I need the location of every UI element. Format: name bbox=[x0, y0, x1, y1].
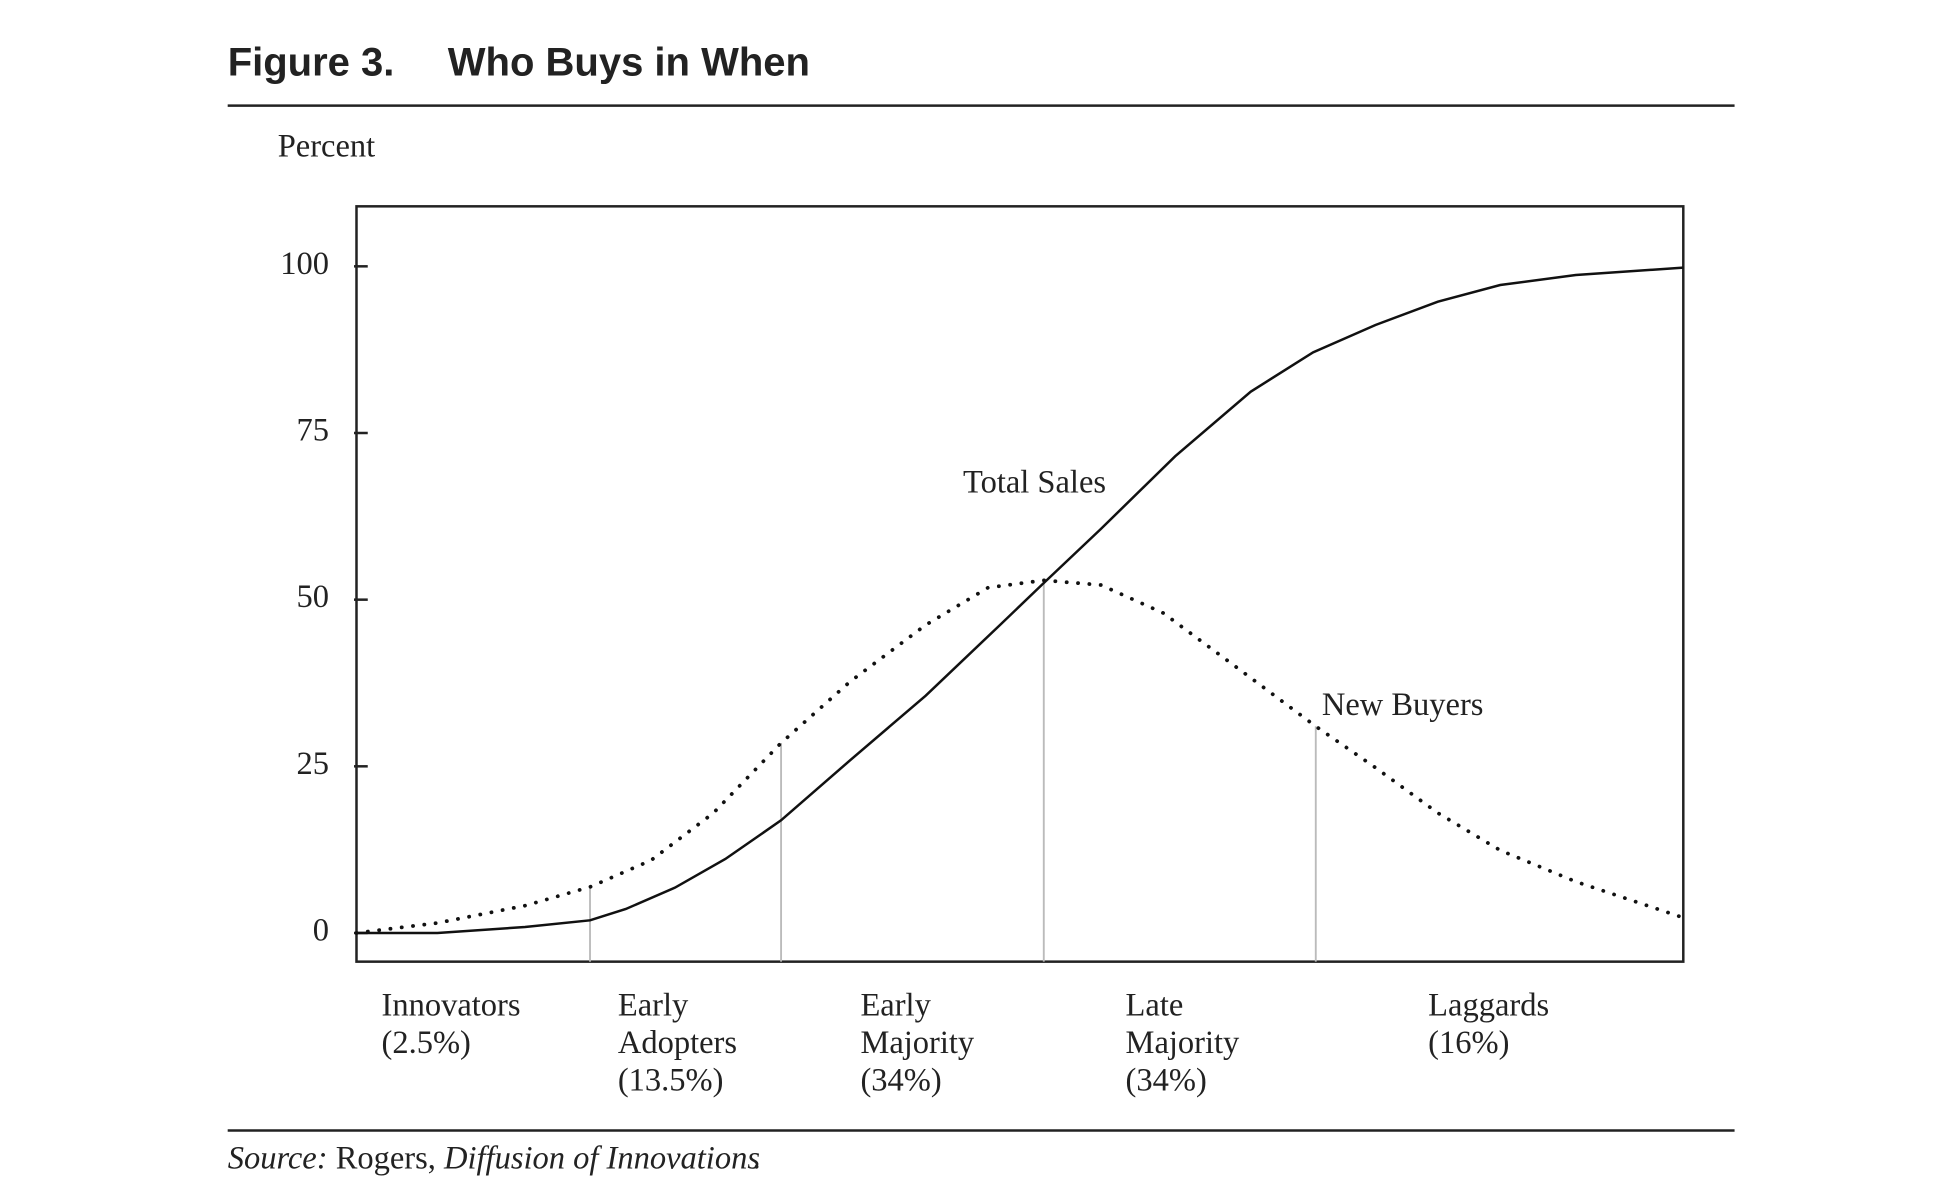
segment-label: Early bbox=[618, 987, 689, 1023]
y-tick-label: 0 bbox=[313, 912, 329, 948]
segment-label: (34%) bbox=[1126, 1062, 1207, 1098]
y-tick-label: 75 bbox=[296, 412, 329, 448]
segment-label: Adopters bbox=[618, 1025, 737, 1061]
segment-label: Majority bbox=[1126, 1025, 1240, 1061]
source-note: Source: Rogers, Diffusion of Innovations… bbox=[228, 1141, 761, 1177]
segment-label: Innovators bbox=[382, 987, 521, 1023]
segment-label: Early bbox=[860, 987, 931, 1023]
segment-label: (16%) bbox=[1428, 1025, 1509, 1061]
source-author: Rogers, bbox=[336, 1141, 436, 1177]
segment-label: Laggards bbox=[1428, 987, 1549, 1023]
y-tick-label: 50 bbox=[296, 579, 329, 615]
y-tick-label: 100 bbox=[280, 246, 329, 282]
segment-label: Majority bbox=[860, 1025, 974, 1061]
segment-label: (13.5%) bbox=[618, 1062, 724, 1098]
series-line bbox=[354, 578, 1686, 935]
chart-title: Who Buys in When bbox=[448, 41, 810, 85]
segment-label: (34%) bbox=[860, 1062, 941, 1098]
source-work: Diffusion of Innovations bbox=[443, 1141, 760, 1177]
segment-label: (2.5%) bbox=[382, 1025, 471, 1061]
segment-label: Late bbox=[1126, 987, 1184, 1023]
plot-frame bbox=[355, 205, 1685, 963]
y-tick-label: 25 bbox=[296, 746, 329, 782]
source-end: . bbox=[752, 1141, 760, 1177]
series-line bbox=[356, 266, 1684, 935]
series-label: Total Sales bbox=[963, 465, 1106, 501]
series-label: New Buyers bbox=[1322, 687, 1484, 723]
source-prefix: Source: bbox=[228, 1141, 328, 1177]
figure-label: Figure 3. bbox=[228, 41, 395, 85]
y-axis-label: Percent bbox=[278, 128, 375, 164]
